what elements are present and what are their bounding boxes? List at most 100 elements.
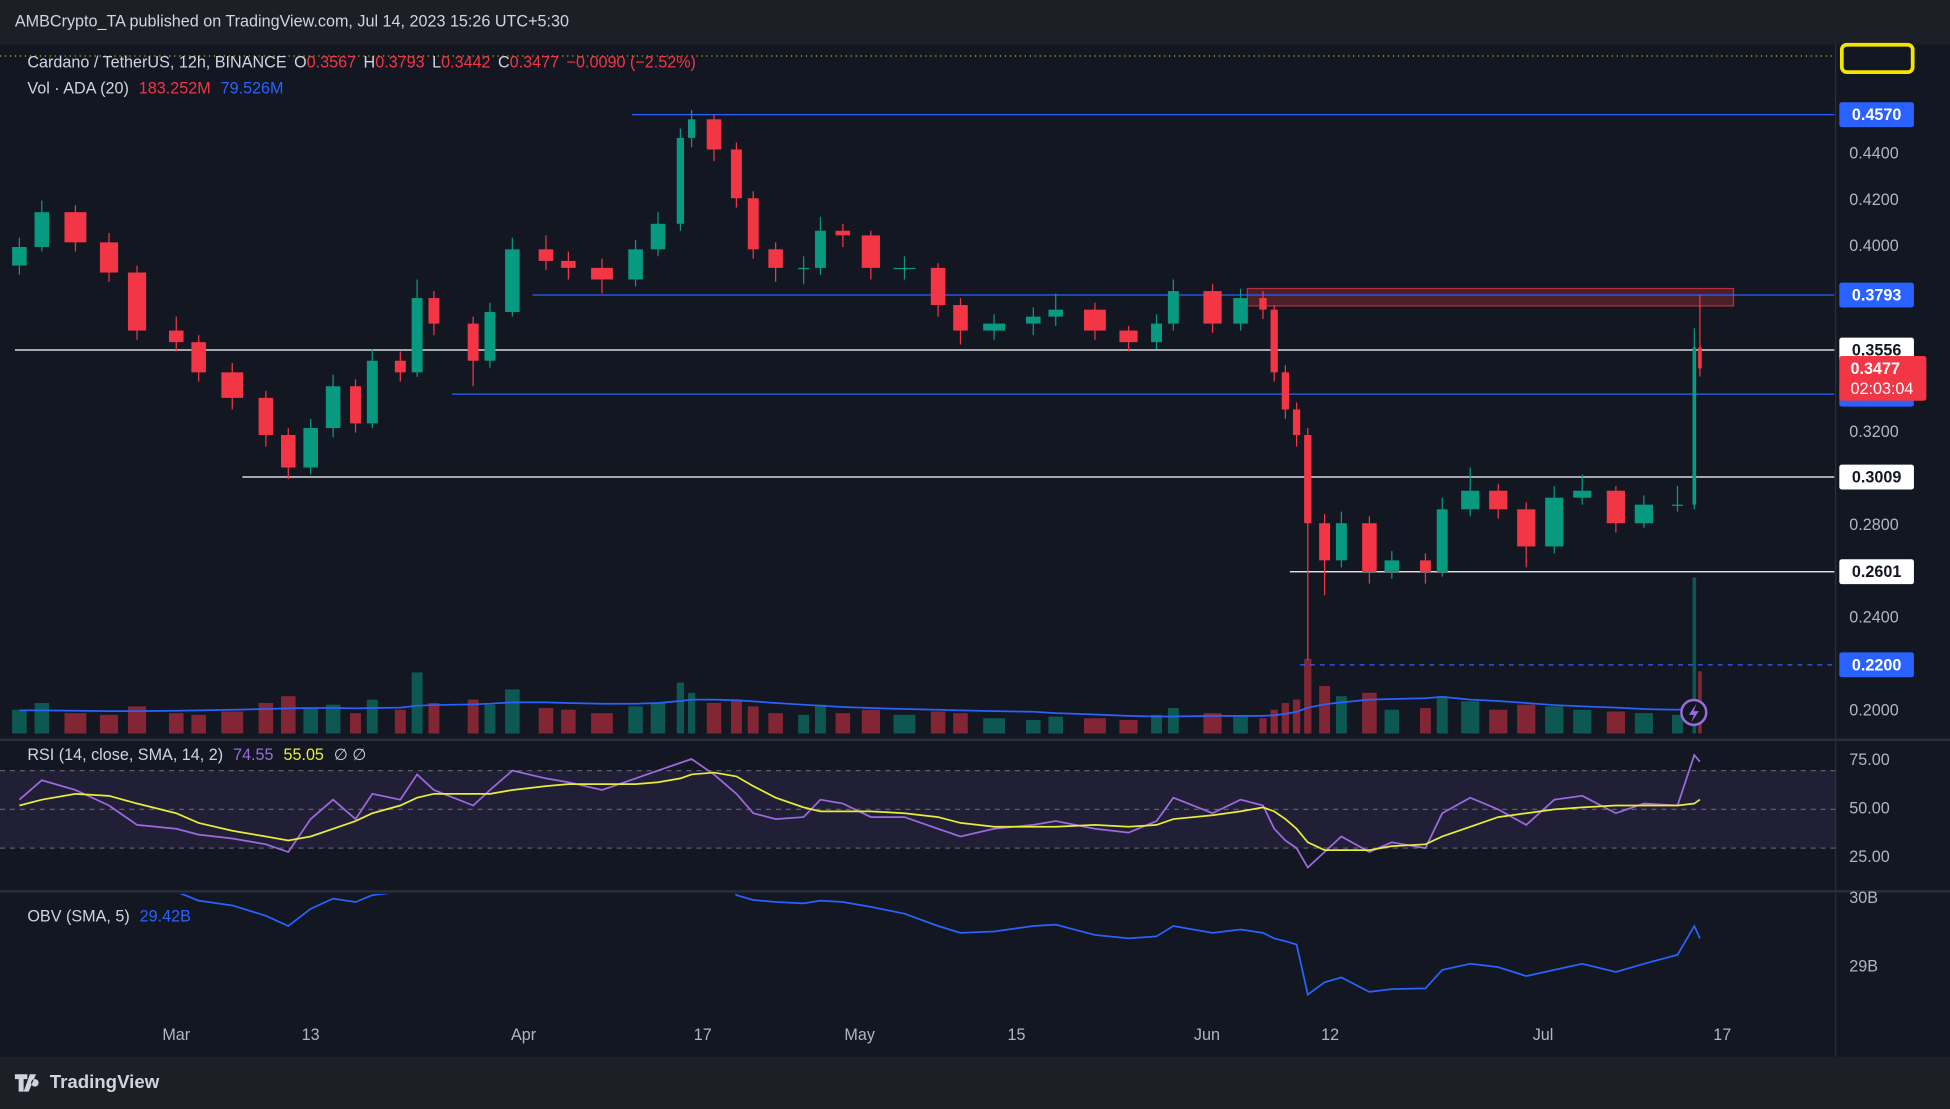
level-label-bg xyxy=(1839,282,1914,308)
y-tick-label: 0.2400 xyxy=(1849,609,1898,627)
volume-bar xyxy=(484,704,496,734)
candle-body xyxy=(747,198,759,250)
candle-body xyxy=(1698,347,1702,369)
volume-bar xyxy=(281,696,296,734)
y-tick-label: 0.4200 xyxy=(1849,191,1898,209)
volume-bar xyxy=(650,702,666,734)
volume-bar xyxy=(350,713,361,734)
ohlc-letter: C xyxy=(498,54,510,72)
candle-body xyxy=(1026,316,1041,324)
ohlc-value: 0.3477 xyxy=(510,54,559,72)
volume-bar xyxy=(505,689,520,734)
volume-bar xyxy=(1419,708,1431,734)
obv-line xyxy=(179,893,1701,997)
legend-volume: Vol · ADA (20) 183.252M 79.526M xyxy=(27,80,283,98)
candle-body xyxy=(1151,323,1163,343)
candle-body xyxy=(628,249,643,280)
candle-body xyxy=(99,242,119,273)
candle-body xyxy=(1335,523,1347,561)
y-tick-label: 30B xyxy=(1849,889,1878,907)
candle-body xyxy=(1270,309,1278,373)
volume-bar xyxy=(366,699,378,734)
volume-bar xyxy=(1233,716,1248,734)
candle-body xyxy=(798,267,810,270)
volume-bar xyxy=(467,699,479,734)
volume-bar xyxy=(1281,702,1290,734)
volume-bar xyxy=(168,713,184,734)
candle-body xyxy=(1461,490,1480,510)
y-tick-label: 0.4000 xyxy=(1849,237,1898,255)
volume-bar xyxy=(258,702,274,734)
candle-body xyxy=(1167,291,1179,324)
level-label: 0.4570 xyxy=(1852,106,1901,124)
candle-body xyxy=(350,386,361,424)
volume-bar xyxy=(127,706,147,734)
candle-body xyxy=(1606,490,1625,524)
level-label: 0.3556 xyxy=(1852,342,1901,360)
rsi-name: RSI (14, close, SMA, 14, 2) xyxy=(27,746,223,764)
volume-bar xyxy=(676,682,685,734)
volume-bar xyxy=(628,706,643,734)
candle-body xyxy=(484,311,496,361)
x-tick-label: 15 xyxy=(1008,1026,1026,1044)
candle-body xyxy=(1203,291,1222,324)
volume-bar xyxy=(1384,709,1400,734)
candle-body xyxy=(1281,372,1290,410)
volume-bar xyxy=(893,714,916,734)
candle-body xyxy=(953,305,968,331)
volume-bar xyxy=(1119,719,1138,734)
current-price: 0.3477 xyxy=(1851,360,1900,378)
volume-bar xyxy=(1270,709,1278,734)
volume-bar xyxy=(34,702,50,734)
volume-name: Vol · ADA (20) xyxy=(27,80,128,98)
candle-body xyxy=(706,119,722,150)
candle-body xyxy=(1545,497,1564,547)
legend-main: Cardano / TetherUS, 12h, BINANCE O0.3567 H… xyxy=(27,54,696,72)
candle-body xyxy=(1048,309,1063,317)
volume-bar xyxy=(1048,716,1063,734)
volume-bar xyxy=(747,706,759,734)
chart-background xyxy=(0,44,1950,1057)
x-tick-label: Jun xyxy=(1194,1026,1220,1044)
legend-rsi: RSI (14, close, SMA, 14, 2) 74.55 55.05 ∅ ∅ xyxy=(27,746,366,764)
candle-body xyxy=(1573,490,1592,498)
volume-bar xyxy=(538,708,554,734)
candle-body xyxy=(591,267,613,280)
level-label: 0.2601 xyxy=(1852,563,1901,581)
volume-bar xyxy=(1461,701,1480,734)
rsi-sma-value: 55.05 xyxy=(283,746,323,764)
x-tick-label: 12 xyxy=(1321,1026,1339,1044)
candle-body xyxy=(366,360,378,424)
volume-bar xyxy=(1335,696,1347,734)
candle-body xyxy=(411,298,423,373)
level-label: 0.3009 xyxy=(1852,469,1901,487)
volume-bar xyxy=(798,714,810,734)
brand-name: TradingView xyxy=(50,1071,160,1092)
candle-body xyxy=(561,260,576,268)
ohlc-letter: L xyxy=(432,54,441,72)
level-label-bg xyxy=(1839,652,1914,678)
volume-bar xyxy=(561,709,576,734)
candle-body xyxy=(1634,504,1653,524)
candle-body xyxy=(467,323,479,361)
rsi-pane xyxy=(0,753,1836,869)
candle-body xyxy=(221,372,244,398)
candle-body xyxy=(281,435,296,468)
candle-body xyxy=(505,249,520,312)
obv-value: 29.42B xyxy=(140,908,191,926)
candle-body xyxy=(835,230,851,236)
volume-bar xyxy=(1692,577,1697,734)
volume-bar xyxy=(1292,699,1301,734)
x-tick-label: Mar xyxy=(162,1026,190,1044)
candle-body xyxy=(1517,509,1536,547)
resistance-zone xyxy=(1246,287,1735,307)
rsi-extra: ∅ ∅ xyxy=(334,746,367,764)
volume-bar xyxy=(930,711,946,734)
ohlc-letter: H xyxy=(364,54,376,72)
volume-bar xyxy=(730,699,742,734)
y-tick-label: 0.4400 xyxy=(1849,144,1898,162)
candle-body xyxy=(34,212,50,247)
candle-body xyxy=(676,137,685,224)
